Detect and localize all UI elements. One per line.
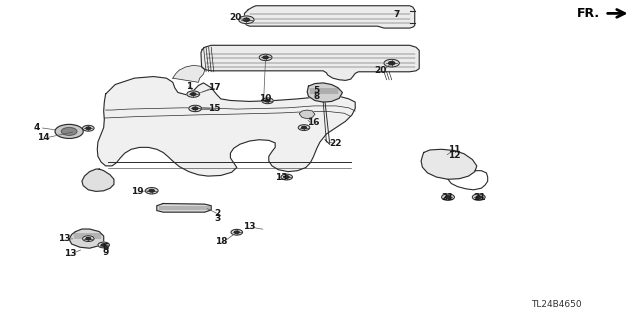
Text: 13: 13 [58, 234, 70, 243]
Text: FR.: FR. [577, 7, 600, 20]
Text: 5: 5 [314, 86, 320, 95]
Circle shape [86, 237, 91, 240]
Polygon shape [82, 169, 114, 191]
Circle shape [189, 105, 202, 112]
Circle shape [83, 236, 94, 241]
Circle shape [239, 16, 254, 24]
Polygon shape [307, 83, 342, 102]
Circle shape [388, 62, 395, 65]
Circle shape [55, 124, 83, 138]
Circle shape [234, 231, 239, 234]
Circle shape [384, 59, 399, 67]
Circle shape [61, 128, 77, 135]
Text: 22: 22 [330, 139, 342, 148]
Polygon shape [69, 229, 104, 248]
Circle shape [231, 229, 243, 235]
Circle shape [472, 194, 485, 200]
Circle shape [445, 196, 451, 198]
Text: 13: 13 [275, 173, 288, 182]
Text: 21: 21 [442, 193, 454, 202]
Text: 8: 8 [314, 92, 320, 101]
Text: TL24B4650: TL24B4650 [531, 300, 582, 309]
Circle shape [101, 244, 106, 246]
Text: 17: 17 [208, 83, 221, 92]
Text: 9: 9 [102, 248, 109, 256]
Circle shape [301, 126, 307, 129]
Text: 6: 6 [102, 243, 109, 252]
Text: 14: 14 [37, 133, 50, 142]
Circle shape [243, 18, 250, 21]
Text: 13: 13 [64, 249, 77, 258]
Circle shape [86, 127, 91, 130]
Text: 19: 19 [131, 187, 144, 196]
Text: 20: 20 [374, 66, 387, 75]
Text: 12: 12 [448, 151, 461, 160]
Circle shape [145, 188, 158, 194]
Text: 4: 4 [34, 123, 40, 132]
Text: 20: 20 [229, 13, 242, 22]
Circle shape [298, 125, 310, 130]
Circle shape [259, 54, 272, 61]
Text: 2: 2 [214, 209, 221, 218]
Text: 18: 18 [214, 237, 227, 246]
Circle shape [193, 107, 198, 110]
Polygon shape [300, 110, 315, 119]
Text: 10: 10 [259, 94, 272, 103]
Text: 1: 1 [186, 82, 192, 91]
Polygon shape [421, 149, 477, 179]
Circle shape [442, 194, 454, 200]
Circle shape [187, 91, 200, 97]
Circle shape [83, 125, 94, 131]
Polygon shape [173, 65, 205, 82]
Polygon shape [201, 45, 419, 80]
Polygon shape [244, 6, 415, 28]
Circle shape [284, 176, 289, 178]
Text: 7: 7 [394, 10, 400, 19]
Text: 21: 21 [474, 193, 486, 202]
Circle shape [281, 174, 292, 180]
Polygon shape [97, 77, 355, 176]
Circle shape [191, 93, 196, 95]
Text: 11: 11 [448, 145, 461, 154]
Circle shape [476, 196, 481, 198]
Circle shape [149, 189, 154, 192]
Text: 16: 16 [307, 118, 320, 127]
Circle shape [263, 56, 268, 59]
Text: 13: 13 [243, 222, 256, 231]
Text: 3: 3 [214, 214, 221, 223]
Circle shape [262, 98, 273, 104]
Circle shape [265, 100, 270, 102]
Text: 15: 15 [208, 104, 221, 113]
Circle shape [98, 242, 109, 248]
Polygon shape [157, 204, 211, 212]
